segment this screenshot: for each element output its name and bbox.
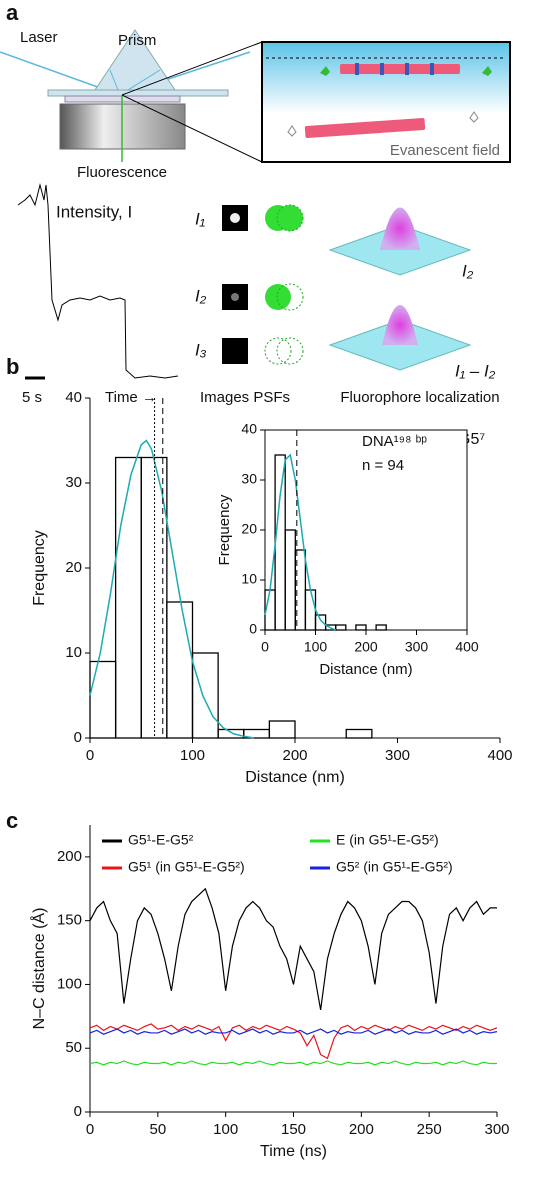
y-axis-label: Frequency xyxy=(216,494,233,565)
label: Images PSFs xyxy=(200,389,290,406)
series-line xyxy=(89,1023,498,1060)
x-axis-label: Time (ns) xyxy=(260,1143,327,1160)
histogram-bar xyxy=(217,728,245,739)
x-tick-label: 150 xyxy=(281,1121,306,1138)
fit-curve xyxy=(89,439,255,739)
y-axis-label: Frequency xyxy=(31,530,48,606)
histogram-bar xyxy=(191,652,219,739)
x-tick-label: 250 xyxy=(417,1121,442,1138)
y-tick-label: 10 xyxy=(65,644,82,661)
x-tick-label: 0 xyxy=(261,639,269,655)
x-tick-label: 300 xyxy=(484,1121,509,1138)
histogram-bar xyxy=(166,601,194,739)
label: Evanescent field xyxy=(390,142,500,159)
histogram-bar xyxy=(375,624,387,631)
label: Laser xyxy=(20,29,58,46)
y-tick-label: 150 xyxy=(57,912,82,929)
y-tick-label: 40 xyxy=(65,389,82,406)
histogram-bar xyxy=(335,624,347,631)
x-tick-label: 300 xyxy=(385,747,410,764)
label: Time → xyxy=(105,389,157,406)
x-tick-label: 0 xyxy=(86,747,94,764)
annotation: DNA¹⁹⁸ ᵇᵖ xyxy=(362,433,427,450)
x-tick-label: 200 xyxy=(349,1121,374,1138)
panel-label: a xyxy=(6,0,19,25)
label: Prism xyxy=(118,32,156,49)
histogram-bar xyxy=(355,624,367,631)
y-tick-label: 30 xyxy=(65,474,82,491)
legend-label: G5¹-E-G5² xyxy=(128,832,194,848)
plot-frame xyxy=(264,429,468,631)
y-tick-label: 20 xyxy=(241,521,257,537)
x-tick-label: 300 xyxy=(405,639,429,655)
setup-illustration xyxy=(0,29,511,380)
histogram-bar xyxy=(268,720,296,739)
x-tick-label: 100 xyxy=(180,747,205,764)
legend-label: G5² (in G5¹-E-G5²) xyxy=(336,859,453,875)
x-tick-label: 200 xyxy=(354,639,378,655)
psf-label: I₁ xyxy=(195,209,205,228)
legend-label: E (in G5¹-E-G5²) xyxy=(336,832,439,848)
y-tick-label: 0 xyxy=(74,729,82,746)
x-axis-label: Distance (nm) xyxy=(245,769,345,786)
y-tick-label: 200 xyxy=(57,848,82,865)
panel-label: c xyxy=(6,808,18,833)
label: Intensity, I xyxy=(56,202,132,221)
y-tick-label: 10 xyxy=(241,571,257,587)
annotation: n = 94 xyxy=(362,457,404,474)
series-line xyxy=(89,1060,497,1066)
x-tick-label: 400 xyxy=(455,639,479,655)
panel-label: b xyxy=(6,354,19,379)
x-tick-label: 50 xyxy=(149,1121,166,1138)
surface-label: I₁ – I₂ xyxy=(455,361,496,380)
y-axis-label: N–C distance (Å) xyxy=(29,908,48,1030)
legend-label: G5¹ (in G5¹-E-G5²) xyxy=(128,859,245,875)
psf-label: I₂ xyxy=(195,286,207,305)
x-tick-label: 100 xyxy=(304,639,328,655)
label: Fluorophore localization xyxy=(340,389,499,406)
surface-label: I₂ xyxy=(462,261,474,280)
series-line xyxy=(89,887,497,1011)
histogram-bar xyxy=(114,456,142,739)
histogram-bar xyxy=(89,660,117,739)
y-tick-label: 0 xyxy=(249,621,257,637)
label: 5 s xyxy=(22,389,42,406)
x-tick-label: 0 xyxy=(86,1121,94,1138)
x-tick-label: 400 xyxy=(487,747,512,764)
x-axis-label: Distance (nm) xyxy=(319,661,412,678)
y-tick-label: 50 xyxy=(65,1039,82,1056)
series-line xyxy=(89,1028,498,1035)
fit-curve xyxy=(264,453,336,631)
label: Fluorescence xyxy=(77,164,167,181)
y-tick-label: 100 xyxy=(57,975,82,992)
y-tick-label: 20 xyxy=(65,559,82,576)
y-tick-label: 40 xyxy=(241,421,257,437)
histogram-bar xyxy=(345,728,373,739)
histogram-bar xyxy=(314,614,327,631)
psf-label: I₃ xyxy=(195,340,207,359)
y-tick-label: 30 xyxy=(241,471,257,487)
x-tick-label: 100 xyxy=(213,1121,238,1138)
x-tick-label: 200 xyxy=(282,747,307,764)
y-tick-label: 0 xyxy=(74,1103,82,1120)
